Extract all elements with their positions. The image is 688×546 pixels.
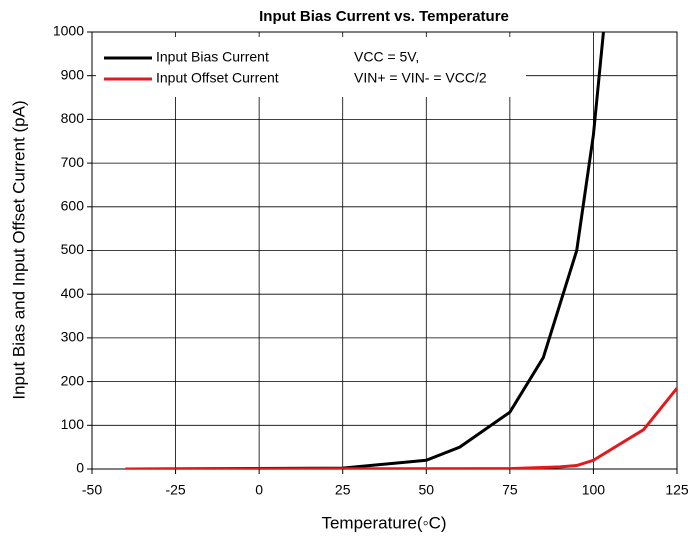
y-tick-label: 0	[76, 460, 84, 476]
y-tick-label: 900	[61, 66, 85, 82]
annotation: VCC = 5V,	[354, 49, 419, 65]
series-line	[125, 387, 677, 469]
x-tick-label: 75	[502, 482, 518, 498]
y-axis-label: Input Bias and Input Offset Current (pA)	[9, 100, 28, 399]
x-tick-label: 0	[255, 482, 263, 498]
annotation: VIN+ = VIN- = VCC/2	[354, 70, 487, 86]
x-tick-label: -50	[82, 482, 102, 498]
x-tick-label: 125	[665, 482, 688, 498]
y-tick-label: 200	[61, 372, 85, 388]
chart-title: Input Bias Current vs. Temperature	[259, 8, 509, 25]
legend-box	[96, 37, 526, 97]
series-line	[125, 32, 605, 469]
y-tick-label: 300	[61, 329, 85, 345]
legend-label: Input Bias Current	[156, 49, 269, 65]
x-tick-label: -25	[165, 482, 185, 498]
y-tick-label: 400	[61, 285, 85, 301]
y-tick-label: 100	[61, 416, 85, 432]
y-tick-label: 700	[61, 154, 85, 170]
y-tick-label: 800	[61, 110, 85, 126]
legend-label: Input Offset Current	[156, 70, 279, 86]
y-tick-label: 500	[61, 241, 85, 257]
y-tick-label: 600	[61, 198, 85, 214]
x-tick-label: 100	[582, 482, 606, 498]
x-axis-label: Temperature(◦C)	[321, 513, 446, 532]
x-tick-label: 50	[418, 482, 434, 498]
x-tick-label: 25	[335, 482, 351, 498]
y-tick-label: 1000	[53, 23, 84, 39]
